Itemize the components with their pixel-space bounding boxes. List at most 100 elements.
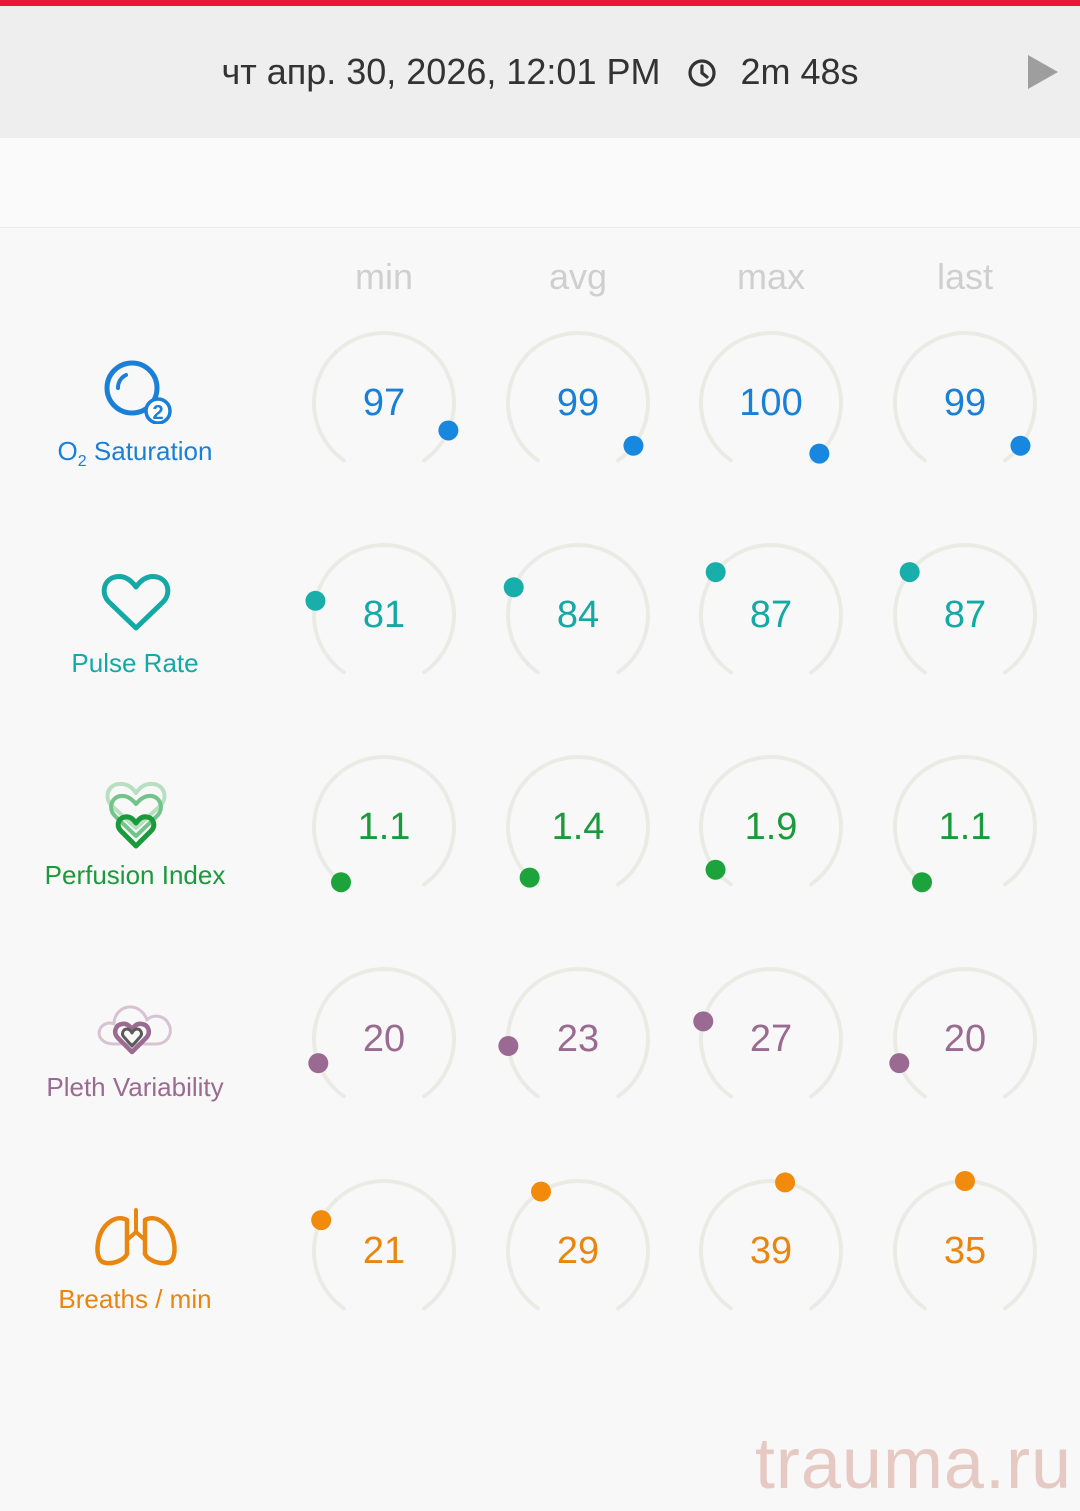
o2-avg-value: 99: [556, 381, 600, 424]
gauge-level-dot: [305, 590, 326, 611]
gauge-track: [312, 967, 456, 1099]
column-header-max: max: [736, 256, 805, 297]
gauge-track: [312, 755, 456, 887]
gauge-level-dot: [899, 562, 920, 583]
gauge-track: [699, 1179, 843, 1311]
session-duration: 2m 48s: [740, 51, 859, 92]
gauge-level-dot: [623, 435, 644, 456]
rr-max-value: 39: [749, 1229, 793, 1272]
gauge-track: [312, 331, 456, 463]
spacer-band: [0, 138, 1080, 228]
pulse-min-gauge: 81: [304, 535, 464, 695]
gauge-level-dot: [308, 1053, 329, 1074]
row-label-pulse-rate: Pulse Rate: [0, 564, 270, 684]
pvi-avg-value: 23: [556, 1017, 600, 1060]
gauge-track: [506, 755, 650, 887]
gauge-level-dot: [775, 1172, 796, 1193]
gauge-track: [312, 1179, 456, 1311]
gauge-track: [699, 967, 843, 1099]
o2-last-value: 99: [943, 381, 987, 424]
gauge-track: [893, 967, 1037, 1099]
pi-max-value: 1.9: [744, 805, 798, 848]
session-info: чт апр. 30, 2026, 12:01 PM 2m 48s: [0, 51, 1080, 93]
pulse-max-gauge: 87: [691, 535, 851, 695]
gauge-level-dot: [809, 443, 830, 464]
rr-min-value: 21: [362, 1229, 406, 1272]
pi-last-value: 1.1: [938, 805, 992, 848]
rr-min-gauge: 21: [304, 1171, 464, 1331]
play-button[interactable]: [1024, 52, 1062, 92]
gauge-level-dot: [705, 859, 726, 880]
gauge-level-dot: [955, 1171, 975, 1191]
row-label-perfusion-index: Perfusion Index: [0, 776, 270, 896]
rr-avg-gauge: 29: [498, 1171, 658, 1331]
row-label-pleth-variability: Pleth Variability: [0, 988, 270, 1108]
gauge-level-dot: [912, 872, 933, 893]
o2-last-gauge: 99: [885, 323, 1045, 483]
gauge-level-dot: [438, 420, 459, 441]
o2-saturation-label: O2 Saturation: [57, 436, 213, 471]
gauge-level-dot: [889, 1053, 910, 1074]
gauge-level-dot: [693, 1011, 714, 1032]
rr-avg-value: 29: [556, 1229, 600, 1272]
pulse-avg-value: 84: [556, 593, 600, 636]
column-header-min: min: [354, 256, 413, 297]
top-accent-bar: [0, 0, 1080, 6]
pulse-min-value: 81: [362, 593, 406, 636]
gauge-track: [506, 543, 650, 675]
pi-last-gauge: 1.1: [885, 747, 1045, 907]
gauge-track: [506, 1179, 650, 1311]
pi-min-value: 1.1: [357, 805, 411, 848]
pvi-last-gauge: 20: [885, 959, 1045, 1119]
row-label-o2-saturation: 2 O2 Saturation: [0, 352, 270, 472]
row-label-breaths-per-min: Breaths / min: [0, 1200, 270, 1320]
gauge-level-dot: [519, 867, 540, 888]
lungs-icon: [95, 1208, 177, 1266]
gauge-track: [699, 543, 843, 675]
gauge-track: [893, 755, 1037, 887]
pi-min-gauge: 1.1: [304, 747, 464, 907]
pleth-variability-icon: [97, 1005, 172, 1055]
gauge-track: [893, 331, 1037, 463]
o2-avg-gauge: 99: [498, 323, 658, 483]
gauge-track: [312, 543, 456, 675]
pvi-max-gauge: 27: [691, 959, 851, 1119]
gauge-level-dot: [705, 562, 726, 583]
o2-max-gauge: 100: [691, 323, 851, 483]
pulse-avg-gauge: 84: [498, 535, 658, 695]
o2-min-gauge: 97: [304, 323, 464, 483]
pvi-min-gauge: 20: [304, 959, 464, 1119]
gauge-track: [506, 331, 650, 463]
gauge-level-dot: [1010, 435, 1031, 456]
session-header: чт апр. 30, 2026, 12:01 PM 2m 48s: [0, 6, 1080, 138]
gauge-level-dot: [531, 1181, 552, 1202]
pulse-rate-label: Pulse Rate: [71, 648, 199, 678]
gauge-level-dot: [311, 1210, 332, 1231]
svg-text:2: 2: [152, 402, 163, 424]
pvi-min-value: 20: [362, 1017, 406, 1060]
pvi-avg-gauge: 23: [498, 959, 658, 1119]
pvi-last-value: 20: [943, 1017, 987, 1060]
gauge-level-dot: [498, 1035, 519, 1056]
rr-max-gauge: 39: [691, 1171, 851, 1331]
breaths-per-min-label: Breaths / min: [58, 1284, 212, 1314]
pi-avg-gauge: 1.4: [498, 747, 658, 907]
clock-icon: [686, 56, 718, 88]
o2-saturation-icon: 2: [104, 360, 172, 424]
watermark: trauma.ru: [754, 1424, 1072, 1504]
pi-avg-value: 1.4: [551, 805, 605, 848]
heart-icon: [101, 574, 171, 631]
column-header-avg: avg: [548, 256, 608, 297]
perfusion-index-label: Perfusion Index: [44, 860, 226, 890]
pvi-max-value: 27: [749, 1017, 793, 1060]
pleth-variability-label: Pleth Variability: [46, 1072, 224, 1102]
pi-max-gauge: 1.9: [691, 747, 851, 907]
gauge-level-dot: [331, 872, 352, 893]
pulse-last-gauge: 87: [885, 535, 1045, 695]
play-icon: [1028, 55, 1058, 89]
pulse-last-value: 87: [943, 593, 987, 636]
o2-min-value: 97: [362, 381, 406, 424]
gauge-level-dot: [503, 577, 524, 598]
rr-last-gauge: 35: [885, 1171, 1045, 1331]
gauge-track: [699, 755, 843, 887]
